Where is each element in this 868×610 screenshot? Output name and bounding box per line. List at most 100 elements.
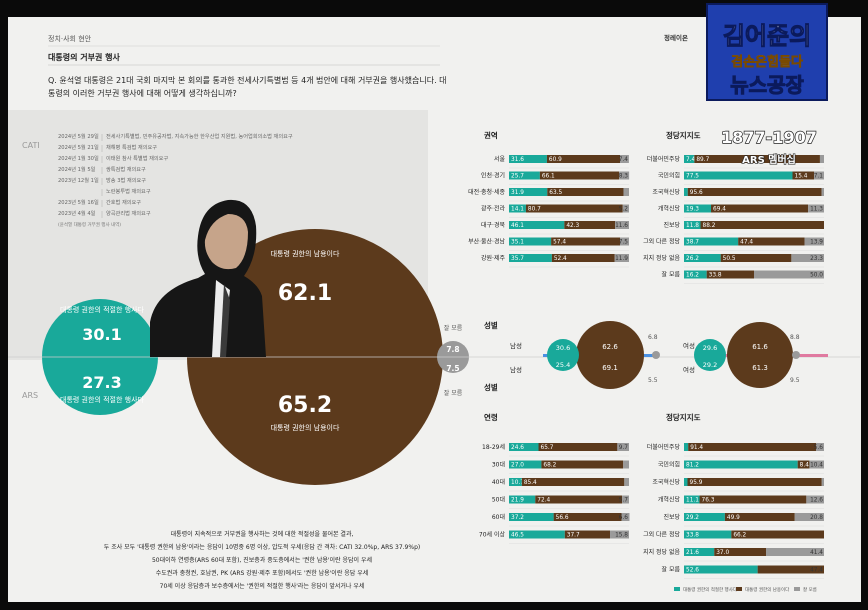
- gender-panel-title: 성별: [484, 320, 498, 330]
- party-cati-bar-dk: [821, 188, 824, 196]
- party-cati-value-proper: 38.7: [686, 240, 699, 246]
- age-bar-proper: [509, 443, 539, 451]
- age-bar-abuse: [538, 443, 618, 451]
- region-value-abuse: 80.7: [528, 207, 541, 213]
- chart-legend: 대통령 권한의 적절한 행사다 대통령 권한의 남용이다 잘 모름: [674, 586, 817, 593]
- age-category: 50대: [492, 496, 505, 504]
- party-cati-value-dk: 11.3: [810, 207, 823, 213]
- party-ars-value-proper: 11.1: [686, 498, 699, 504]
- party-ars-value-abuse: 8.4: [800, 463, 810, 469]
- veto-timeline: 2024년 5월 29일 전세사기특별법, 민주유공자법, 지속가능한 한우산업 …: [58, 132, 293, 218]
- party-cati-value-proper: 26.2: [686, 256, 699, 262]
- timeline-date: 2024년 5월 21일: [58, 143, 99, 151]
- male-dk-circle: [652, 351, 660, 359]
- party-ars-bar-proper: [684, 443, 689, 451]
- age-value-abuse: 65.7: [541, 445, 554, 451]
- party-ars-bar-abuse: [688, 443, 817, 451]
- party-ars-category: 진보당: [663, 513, 680, 521]
- party-ars-value-proper: 81.2: [686, 463, 699, 469]
- party-cati-bar-dk: [754, 270, 824, 279]
- summary-line: 50대이하 연령층(ARS 60대 포함), 진보층과 중도층에서는 '권한 남…: [152, 556, 372, 564]
- male-cati-dk: 6.8: [648, 334, 658, 341]
- party-ars-bar-dk: [821, 478, 824, 486]
- party-cati-bar-dk: [819, 155, 824, 163]
- gender-pies: 남성남성여성여성30.625.462.669.16.85.529.629.261…: [510, 321, 828, 389]
- party-cati-bar-dk: [814, 171, 824, 180]
- party-cati-bar-abuse: [738, 237, 805, 246]
- party-cati-value-abuse: 15.4: [795, 174, 808, 180]
- party-ars-category: 그외 다른 정당: [643, 531, 680, 539]
- age-value-dk: 5.7: [619, 498, 629, 504]
- party-cati-bar-proper: [684, 204, 712, 213]
- legend-label: 대통령 권한의 적절한 행사다: [683, 586, 738, 593]
- party-cati-value-abuse: 69.4: [713, 207, 726, 213]
- region-value-proper: 31.9: [511, 190, 524, 196]
- overlay-range: 1877-1907: [721, 128, 817, 147]
- age-bar-abuse: [535, 495, 623, 504]
- region-bar-proper: [509, 188, 548, 196]
- region-bar-proper: [509, 237, 552, 246]
- party-cati-bar-proper: [684, 188, 688, 196]
- party-ars-category: 지지 정당 없음: [643, 548, 680, 556]
- party-cati-category: 조국혁신당: [652, 188, 680, 196]
- party-ars-value-proper: 33.8: [686, 533, 699, 539]
- party-cati-value-proper: 77.5: [686, 174, 699, 180]
- timeline-text: 이태원 참사 특별법 재의요구: [106, 154, 168, 162]
- party-cati-value-dk: 7.1: [814, 174, 824, 180]
- party-cati-bar-dk: [791, 254, 824, 262]
- summary-line: 두 조사 모두 '대통령 권한의 남용'이라는 응답이 10명중 6명 이상, …: [104, 543, 420, 551]
- party-cati-category: 국민의힘: [658, 172, 680, 180]
- party-cati-category: 그외 다른 정당: [643, 238, 680, 246]
- ars-abuse-label: 대통령 권한의 남용이다: [271, 423, 340, 432]
- timeline-date: 2024년 1월 30일: [58, 154, 99, 162]
- female-ars-dk: 9.5: [790, 377, 800, 384]
- party-ars-bar-abuse: [714, 548, 767, 556]
- age-bar-dk: [610, 530, 629, 539]
- region-bar-dk: [622, 204, 629, 213]
- male-cati-proper: 30.6: [556, 344, 570, 352]
- age-value-abuse: 56.6: [556, 515, 569, 521]
- timeline-text: 노란봉투법 재의요구: [106, 187, 151, 195]
- female-abuse-circle: [727, 322, 793, 388]
- region-panel-title: 권역: [484, 130, 498, 140]
- age-bar-proper: [509, 530, 565, 539]
- party-cati-bar-abuse: [792, 171, 815, 180]
- region-value-abuse: 60.9: [549, 157, 562, 163]
- region-bar-abuse: [525, 204, 623, 213]
- region-bar-proper: [509, 155, 547, 163]
- region-bar-dk: [619, 171, 630, 180]
- party-cati-bar-abuse: [694, 155, 820, 163]
- gender-male-label: 남성: [510, 341, 522, 350]
- timeline-date: 2023년 5월 16일: [58, 198, 99, 206]
- party-ars-value-dk: 41.4: [810, 550, 823, 556]
- male-ars-abuse: 69.1: [602, 364, 618, 372]
- party-cati-bar-dk: [808, 204, 824, 213]
- region-value-dk: 7.4: [619, 157, 629, 163]
- party-ars-value-proper: 29.2: [686, 515, 699, 521]
- region-bar-abuse: [551, 237, 620, 246]
- age-value-proper: 27.0: [511, 463, 524, 469]
- female-cati-proper: 29.6: [703, 344, 717, 352]
- party-ars-bar-abuse: [687, 478, 822, 486]
- party-cati-category: 잘 모름: [662, 271, 681, 279]
- region-bar-abuse: [564, 221, 616, 229]
- age-category: 40대: [492, 478, 505, 486]
- region-bar-abuse: [539, 171, 620, 180]
- region-value-dk: 11.9: [615, 256, 628, 262]
- age-bar-abuse: [521, 478, 625, 486]
- region-bar-dk: [614, 254, 629, 262]
- ars-dk-label: 잘 모름: [444, 389, 463, 397]
- party-cati-value-abuse: 88.2: [703, 223, 716, 229]
- female-ars-abuse: 61.3: [752, 364, 768, 372]
- party-ars-bar-abuse: [724, 513, 795, 521]
- male-ars-dk: 5.5: [648, 377, 658, 384]
- party-ars-bar-proper: [684, 513, 725, 521]
- party-cati-bar-dk: [804, 237, 824, 246]
- party-cati-value-proper: 19.3: [686, 207, 699, 213]
- gender-ars-panel-title: 성별: [484, 382, 498, 392]
- party-ars-value-abuse: 66.2: [733, 533, 746, 539]
- region-category: 인천·경기: [481, 172, 505, 180]
- female-cati-abuse: 61.6: [752, 343, 768, 351]
- age-value-abuse: 37.7: [567, 533, 580, 539]
